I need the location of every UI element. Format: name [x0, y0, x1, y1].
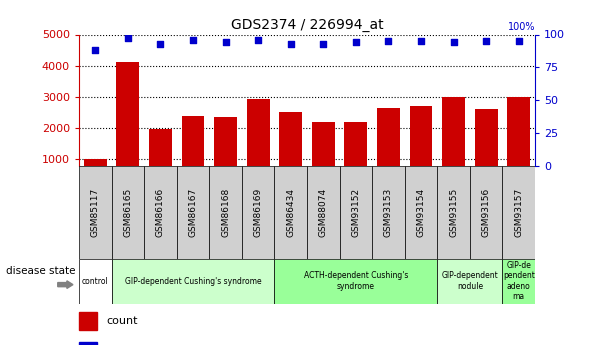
Bar	[214, 117, 237, 166]
Text: GSM88074: GSM88074	[319, 188, 328, 237]
Bar	[177, 166, 209, 259]
Text: GSM86167: GSM86167	[188, 188, 198, 237]
Bar	[274, 259, 437, 304]
Text: GSM86434: GSM86434	[286, 188, 295, 237]
Bar	[410, 106, 432, 166]
Bar	[437, 166, 470, 259]
Bar	[144, 166, 177, 259]
Bar	[437, 259, 502, 304]
Bar	[372, 166, 405, 259]
Point	[482, 38, 491, 44]
Bar	[182, 116, 204, 166]
Bar	[345, 122, 367, 166]
Text: GIP-de
pendent
adeno
ma: GIP-de pendent adeno ma	[503, 261, 534, 301]
Point	[188, 37, 198, 42]
Point	[254, 37, 263, 42]
Point	[123, 36, 133, 41]
Bar	[84, 159, 107, 166]
Text: ACTH-dependent Cushing's
syndrome: ACTH-dependent Cushing's syndrome	[304, 272, 408, 291]
Text: GSM93156: GSM93156	[482, 188, 491, 237]
Point	[449, 40, 458, 45]
Point	[416, 38, 426, 44]
Text: GSM86165: GSM86165	[123, 188, 133, 237]
Text: GSM86169: GSM86169	[254, 188, 263, 237]
Bar	[507, 97, 530, 166]
Bar	[475, 109, 497, 166]
Text: GSM93153: GSM93153	[384, 188, 393, 237]
Text: 100%: 100%	[508, 22, 535, 32]
Text: GSM93154: GSM93154	[416, 188, 426, 237]
Bar	[117, 62, 139, 166]
Bar	[209, 166, 242, 259]
Bar	[79, 166, 112, 259]
Text: GSM86166: GSM86166	[156, 188, 165, 237]
Bar	[149, 129, 172, 166]
Bar	[274, 166, 307, 259]
Bar	[307, 166, 340, 259]
Bar	[405, 166, 437, 259]
Bar	[312, 122, 335, 166]
Bar	[340, 166, 372, 259]
Text: GIP-dependent Cushing's syndrome: GIP-dependent Cushing's syndrome	[125, 277, 261, 286]
Bar	[79, 259, 112, 304]
Bar	[377, 108, 400, 166]
Title: GDS2374 / 226994_at: GDS2374 / 226994_at	[230, 18, 384, 32]
Text: GSM93155: GSM93155	[449, 188, 458, 237]
Bar	[112, 166, 144, 259]
Point	[286, 41, 295, 47]
Text: GSM85117: GSM85117	[91, 188, 100, 237]
Bar	[79, 312, 97, 330]
Bar	[79, 342, 97, 345]
Text: GSM86168: GSM86168	[221, 188, 230, 237]
Point	[156, 41, 165, 47]
Text: count: count	[106, 316, 138, 326]
Bar	[502, 259, 535, 304]
Bar	[470, 166, 502, 259]
Text: control: control	[82, 277, 109, 286]
Text: disease state: disease state	[6, 266, 75, 276]
Bar	[242, 166, 274, 259]
Bar	[442, 97, 465, 166]
Bar	[502, 166, 535, 259]
Point	[221, 40, 230, 45]
Bar	[247, 99, 269, 166]
Text: GSM93157: GSM93157	[514, 188, 523, 237]
Text: GSM93152: GSM93152	[351, 188, 361, 237]
Point	[319, 41, 328, 47]
Bar	[279, 112, 302, 166]
Point	[351, 40, 361, 45]
Point	[384, 38, 393, 44]
Text: GIP-dependent
nodule: GIP-dependent nodule	[441, 272, 499, 291]
Point	[514, 38, 523, 44]
Point	[91, 48, 100, 53]
Bar	[112, 259, 274, 304]
